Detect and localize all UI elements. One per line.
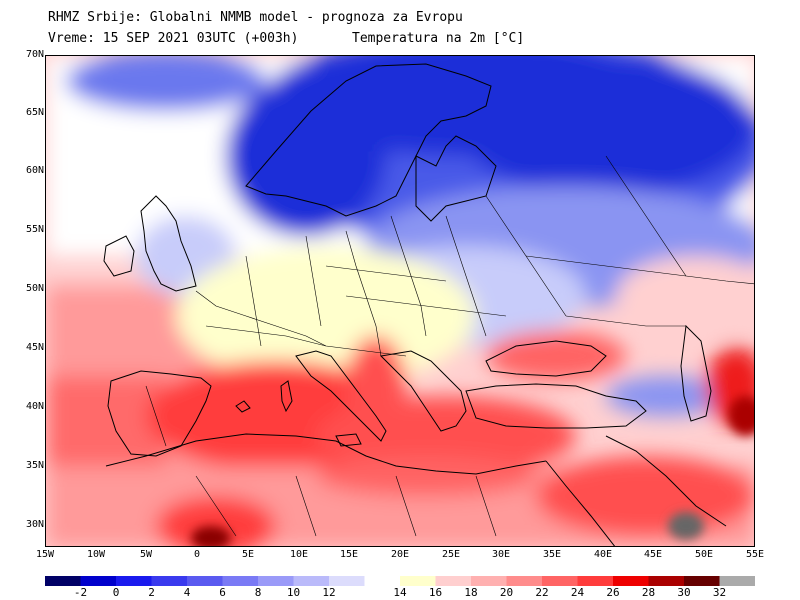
lat-label-45n: 45N bbox=[25, 342, 44, 353]
colorbar-swatch bbox=[187, 576, 223, 586]
lon-label-50e: 50E bbox=[694, 549, 714, 560]
colorbar-swatch bbox=[116, 576, 152, 586]
lon-label-5e: 5E bbox=[241, 549, 255, 560]
colorbar-swatch bbox=[719, 576, 755, 586]
colorbar-label: 28 bbox=[641, 586, 656, 599]
colorbar-label: 22 bbox=[535, 586, 549, 599]
lon-label-30e: 30E bbox=[491, 549, 511, 560]
colorbar bbox=[45, 576, 755, 586]
lon-label-35e: 35E bbox=[542, 549, 562, 560]
colorbar-label: 26 bbox=[606, 586, 620, 599]
lat-label-30n: 30N bbox=[25, 519, 44, 530]
colorbar-label: 0 bbox=[112, 586, 120, 599]
colorbar-swatch bbox=[400, 576, 436, 586]
forecast-time: Vreme: 15 SEP 2021 03UTC (+003h) bbox=[48, 31, 299, 46]
coastlines bbox=[103, 63, 727, 546]
lon-label-10w: 10W bbox=[86, 549, 106, 560]
lat-label-70n: 70N bbox=[25, 49, 44, 60]
temperature-field bbox=[46, 56, 754, 546]
colorbar-label: -2 bbox=[73, 586, 88, 599]
colorbar-swatch bbox=[258, 576, 294, 586]
lon-label-5w: 5W bbox=[139, 549, 153, 560]
lat-label-35n: 35N bbox=[25, 460, 44, 471]
colorbar-label: 12 bbox=[322, 586, 336, 599]
lon-label-20e: 20E bbox=[390, 549, 410, 560]
colorbar-swatch bbox=[613, 576, 649, 586]
colorbar-label: 18 bbox=[464, 586, 478, 599]
lon-label-15w: 15W bbox=[35, 549, 55, 560]
colorbar-swatch bbox=[45, 576, 81, 586]
colorbar-label: 30 bbox=[677, 586, 691, 599]
lon-label-15e: 15E bbox=[339, 549, 359, 560]
lon-label-45e: 45E bbox=[643, 549, 663, 560]
lon-label-40e: 40E bbox=[593, 549, 613, 560]
lat-label-65n: 65N bbox=[25, 107, 44, 118]
colorbar-label: 10 bbox=[286, 586, 301, 599]
colorbar-swatch bbox=[648, 576, 685, 586]
colorbar-label: 32 bbox=[712, 586, 727, 599]
colorbar-label: 20 bbox=[499, 586, 514, 599]
colorbar-swatch bbox=[506, 576, 543, 586]
colorbar-label: 16 bbox=[428, 586, 443, 599]
lat-label-55n: 55N bbox=[25, 224, 44, 235]
colorbar-label: 24 bbox=[570, 586, 585, 599]
colorbar-swatch bbox=[329, 576, 365, 586]
colorbar-label: 4 bbox=[183, 586, 191, 599]
lon-label-25e: 25E bbox=[441, 549, 461, 560]
lat-label-50n: 50N bbox=[25, 283, 44, 294]
colorbar-label: 2 bbox=[148, 586, 155, 599]
colorbar-swatch bbox=[577, 576, 614, 586]
lat-label-60n: 60N bbox=[25, 165, 44, 176]
lon-label-10e: 10E bbox=[289, 549, 309, 560]
colorbar-swatch bbox=[80, 576, 117, 586]
colorbar-swatch bbox=[471, 576, 507, 586]
map-title: RHMZ Srbije: Globalni NMMB model - progn… bbox=[48, 10, 463, 25]
country-borders bbox=[145, 155, 754, 537]
colorbar-swatch bbox=[684, 576, 720, 586]
colorbar-swatch bbox=[151, 576, 188, 586]
temperature-map bbox=[45, 55, 755, 547]
colorbar-label: 6 bbox=[219, 586, 226, 599]
lat-label-40n: 40N bbox=[25, 401, 44, 412]
colorbar-swatch bbox=[542, 576, 578, 586]
colorbar-swatch bbox=[364, 576, 401, 586]
colorbar-swatch bbox=[435, 576, 472, 586]
colorbar-swatch bbox=[293, 576, 330, 586]
parameter-label: Temperatura na 2m [°C] bbox=[352, 31, 525, 46]
colorbar-label: 14 bbox=[393, 586, 407, 599]
lon-label-55e: 55E bbox=[745, 549, 765, 560]
lon-label-0: 0 bbox=[193, 549, 201, 560]
colorbar-label: 8 bbox=[254, 586, 262, 599]
colorbar-swatch bbox=[222, 576, 259, 586]
